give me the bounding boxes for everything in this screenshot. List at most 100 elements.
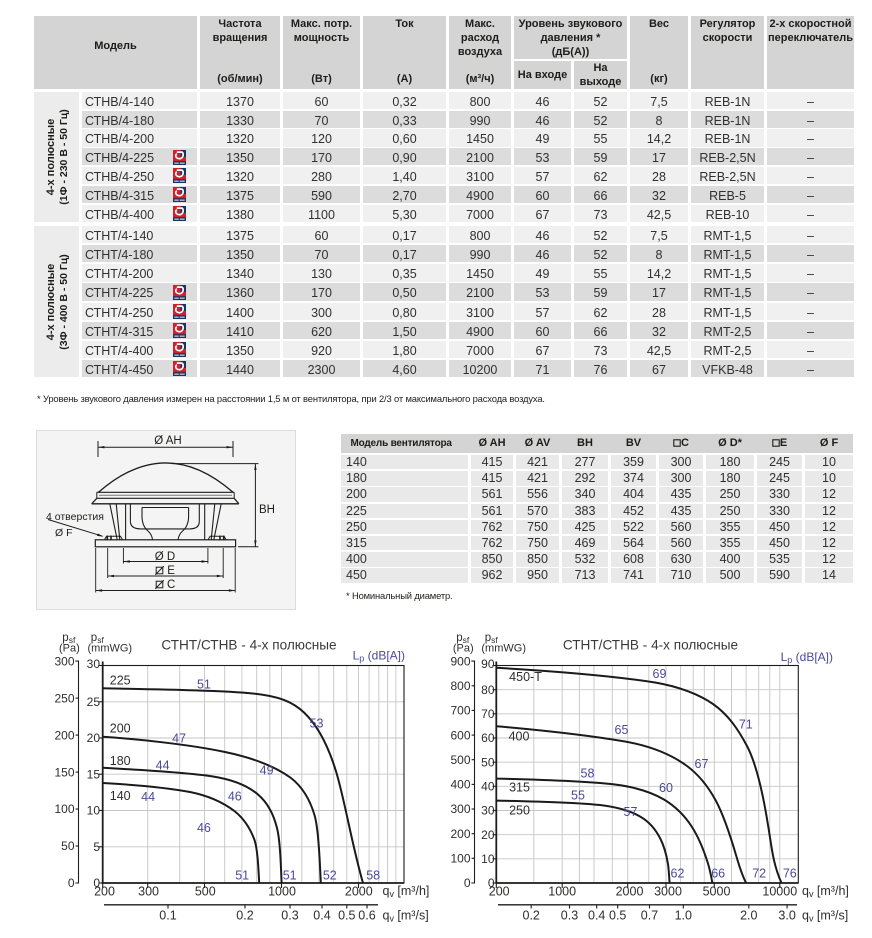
svg-text:(Pa): (Pa) (453, 643, 474, 655)
svg-text:58: 58 (366, 869, 380, 883)
svg-text:1.0: 1.0 (675, 908, 692, 922)
svg-text:51: 51 (283, 869, 297, 883)
svg-text:0.7: 0.7 (641, 908, 658, 922)
svg-text:80: 80 (481, 683, 495, 697)
svg-text:3.0: 3.0 (778, 908, 795, 922)
svg-text:0.6: 0.6 (358, 908, 375, 922)
svg-text:qv [m³/s]: qv [m³/s] (802, 908, 848, 923)
svg-text:200: 200 (94, 885, 115, 899)
svg-text:0: 0 (464, 876, 471, 890)
svg-text:69: 69 (653, 667, 667, 681)
svg-text:450-T: 450-T (509, 670, 542, 684)
svg-text:200: 200 (54, 728, 74, 742)
svg-text:58: 58 (581, 766, 595, 780)
svg-text:5: 5 (93, 840, 100, 854)
svg-text:400: 400 (450, 778, 470, 792)
svg-text:57: 57 (624, 805, 638, 819)
svg-text:53: 53 (310, 717, 324, 731)
svg-text:66: 66 (711, 867, 725, 881)
svg-text:100: 100 (54, 802, 74, 816)
svg-text:0.3: 0.3 (281, 908, 298, 922)
svg-text:250: 250 (509, 804, 530, 818)
svg-text:300: 300 (138, 885, 159, 899)
svg-text:Lp (dB[A]): Lp (dB[A]) (781, 650, 833, 665)
svg-text:30: 30 (87, 657, 101, 671)
svg-text:49: 49 (260, 763, 274, 777)
svg-text:60: 60 (481, 731, 495, 745)
svg-text:100: 100 (450, 852, 470, 866)
svg-text:qv [m³/h]: qv [m³/h] (802, 884, 849, 899)
svg-text:47: 47 (172, 732, 186, 746)
svg-text:20: 20 (87, 731, 101, 745)
svg-text:140: 140 (110, 789, 131, 803)
svg-text:30: 30 (481, 804, 495, 818)
svg-text:62: 62 (671, 867, 685, 881)
svg-text:0.4: 0.4 (313, 908, 330, 922)
svg-text:qv [m³/s]: qv [m³/s] (383, 908, 429, 923)
svg-text:0.5: 0.5 (609, 908, 626, 922)
svg-text:500: 500 (195, 885, 216, 899)
svg-text:72: 72 (752, 867, 766, 881)
svg-text:2000: 2000 (616, 885, 644, 899)
svg-text:225: 225 (110, 674, 131, 688)
svg-text:200: 200 (489, 885, 510, 899)
svg-text:0.2: 0.2 (523, 908, 540, 922)
svg-text:0.5: 0.5 (338, 908, 355, 922)
svg-text:400: 400 (509, 730, 530, 744)
svg-text:900: 900 (450, 654, 470, 668)
svg-text:2000: 2000 (345, 885, 373, 899)
svg-text:0: 0 (68, 876, 75, 890)
svg-text:10: 10 (87, 804, 101, 818)
svg-text:44: 44 (141, 790, 155, 804)
svg-text:1000: 1000 (268, 885, 296, 899)
svg-text:67: 67 (695, 757, 709, 771)
svg-text:70: 70 (481, 707, 495, 721)
svg-text:0.2: 0.2 (236, 908, 253, 922)
svg-text:180: 180 (110, 754, 131, 768)
svg-text:700: 700 (450, 704, 470, 718)
svg-text:0.3: 0.3 (561, 908, 578, 922)
svg-text:250: 250 (54, 691, 74, 705)
svg-text:0.1: 0.1 (159, 908, 176, 922)
svg-text:(Pa): (Pa) (59, 643, 80, 655)
svg-text:500: 500 (450, 753, 470, 767)
svg-text:5000: 5000 (703, 885, 731, 899)
svg-text:76: 76 (783, 867, 797, 881)
svg-text:55: 55 (571, 788, 585, 802)
svg-text:15: 15 (87, 768, 101, 782)
svg-text:44: 44 (156, 758, 170, 772)
svg-text:50: 50 (61, 839, 75, 853)
svg-text:psf: psf (456, 632, 470, 645)
svg-text:600: 600 (450, 728, 470, 742)
svg-text:71: 71 (739, 718, 753, 732)
svg-text:(mmWG): (mmWG) (88, 643, 133, 655)
svg-text:25: 25 (87, 695, 101, 709)
svg-text:СТНТ/СТНВ - 4-х полюсные: СТНТ/СТНВ - 4-х полюсные (563, 638, 738, 653)
svg-text:40: 40 (481, 780, 495, 794)
svg-text:(mmWG): (mmWG) (481, 643, 526, 655)
svg-text:315: 315 (509, 781, 530, 795)
svg-text:65: 65 (615, 723, 629, 737)
svg-text:2.0: 2.0 (740, 908, 757, 922)
svg-text:psf: psf (62, 632, 76, 645)
svg-text:Lp (dB[A]): Lp (dB[A]) (353, 649, 405, 664)
svg-text:800: 800 (450, 679, 470, 693)
svg-text:qv [m³/h]: qv [m³/h] (383, 884, 430, 899)
svg-text:90: 90 (481, 657, 495, 671)
svg-text:200: 200 (110, 722, 131, 736)
svg-text:300: 300 (54, 654, 74, 668)
svg-text:300: 300 (450, 802, 470, 816)
svg-text:50: 50 (481, 755, 495, 769)
svg-text:3000: 3000 (654, 885, 682, 899)
svg-text:51: 51 (235, 869, 249, 883)
svg-text:46: 46 (228, 789, 242, 803)
svg-text:1000: 1000 (548, 885, 576, 899)
svg-text:52: 52 (323, 869, 337, 883)
svg-text:60: 60 (659, 781, 673, 795)
svg-text:0: 0 (93, 876, 100, 890)
svg-text:10000: 10000 (762, 885, 797, 899)
svg-text:0.4: 0.4 (588, 908, 605, 922)
svg-text:psf: psf (91, 632, 105, 645)
svg-text:10: 10 (481, 852, 495, 866)
svg-text:46: 46 (197, 821, 211, 835)
